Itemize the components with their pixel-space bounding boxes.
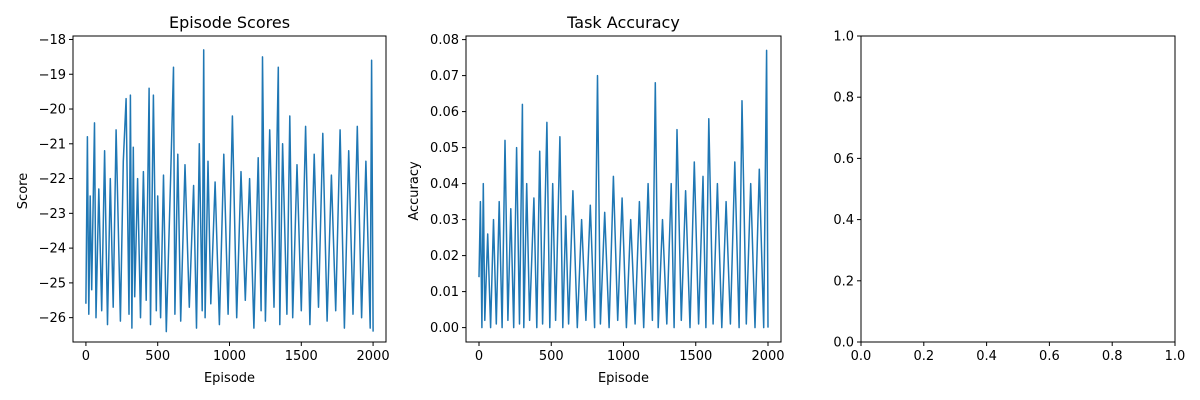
chart-task-accuracy: Task Accuracy 0 500 1000 1500 2000 0.00 0.01 0.…: [407, 13, 785, 386]
y-axis-label: Accuracy: [407, 161, 422, 221]
x-tick-label: 0.8: [1102, 349, 1123, 364]
y-tick-label: −26: [39, 311, 66, 326]
x-tick-label: 2000: [357, 349, 390, 364]
x-tick-label: 0.6: [1039, 349, 1060, 364]
x-tick-label: 1500: [679, 349, 712, 364]
chart-episode-scores: Episode Scores 0 500 1000 1500 2000 −26 −25 −24…: [16, 13, 390, 386]
y-tick-label: 0.05: [430, 141, 459, 156]
y-tick-label: −23: [39, 207, 66, 222]
chart-empty-axes: 0.0 0.2 0.4 0.6 0.8 1.0 0.0 0.2 0.4 0.6 0.8 1.0: [833, 30, 1185, 365]
axes-frame: [860, 35, 1176, 343]
chart-body: 0 500 1000 1500 2000 0.00 0.01 0.02 0.03 0.04 0.05…: [430, 33, 784, 364]
y-axis-label: Score: [16, 173, 31, 209]
y-tick-label: −24: [39, 242, 66, 257]
x-tick-label: 0.4: [976, 349, 997, 364]
y-tick-label: 0.02: [430, 249, 459, 264]
y-tick-label: 0.0: [833, 336, 854, 351]
chart-body: 0.0 0.2 0.4 0.6 0.8 1.0 0.0 0.2 0.4 0.6 0.8 1.0: [833, 30, 1185, 365]
x-tick-label: 0: [475, 349, 483, 364]
y-tick-label: 0.4: [833, 213, 854, 228]
y-tick-label: 0.8: [833, 91, 854, 106]
y-tick-label: 0.04: [430, 177, 459, 192]
series-line: [85, 49, 374, 333]
y-tick-label: 0.03: [430, 213, 459, 228]
x-tick-label: 500: [145, 349, 170, 364]
x-tick-label: 1.0: [1165, 349, 1186, 364]
y-tick-label: 0.01: [430, 285, 459, 300]
y-tick-label: 1.0: [833, 30, 854, 45]
chart-title: Episode Scores: [169, 13, 290, 32]
x-tick-label: 0.2: [913, 349, 934, 364]
y-tick-label: 0.07: [430, 69, 459, 84]
x-tick-label: 0: [82, 349, 90, 364]
y-tick-label: 0.6: [833, 152, 854, 167]
x-axis-label: Episode: [204, 371, 255, 386]
y-tick-label: −22: [39, 172, 66, 187]
x-tick-label: 1500: [285, 349, 318, 364]
x-tick-label: 1000: [213, 349, 246, 364]
y-tick-label: −25: [39, 276, 66, 291]
y-tick-label: 0.06: [430, 105, 459, 120]
series-line: [478, 49, 769, 329]
x-tick-label: 500: [539, 349, 564, 364]
x-tick-label: 1000: [607, 349, 640, 364]
y-tick-label: 0.08: [430, 33, 459, 48]
chart-body: 0 500 1000 1500 2000 −26 −25 −24 −23 −22 −21 −20 −19…: [39, 33, 390, 364]
x-axis-label: Episode: [598, 371, 649, 386]
y-tick-label: −19: [39, 68, 66, 83]
y-tick-label: −21: [39, 137, 66, 152]
y-tick-label: −20: [39, 103, 66, 118]
chart-title: Task Accuracy: [566, 13, 680, 32]
y-tick-label: 0.00: [430, 321, 459, 336]
y-tick-label: 0.2: [833, 274, 854, 289]
x-tick-label: 0.0: [851, 349, 872, 364]
x-tick-label: 2000: [751, 349, 784, 364]
y-tick-label: −18: [39, 33, 66, 48]
